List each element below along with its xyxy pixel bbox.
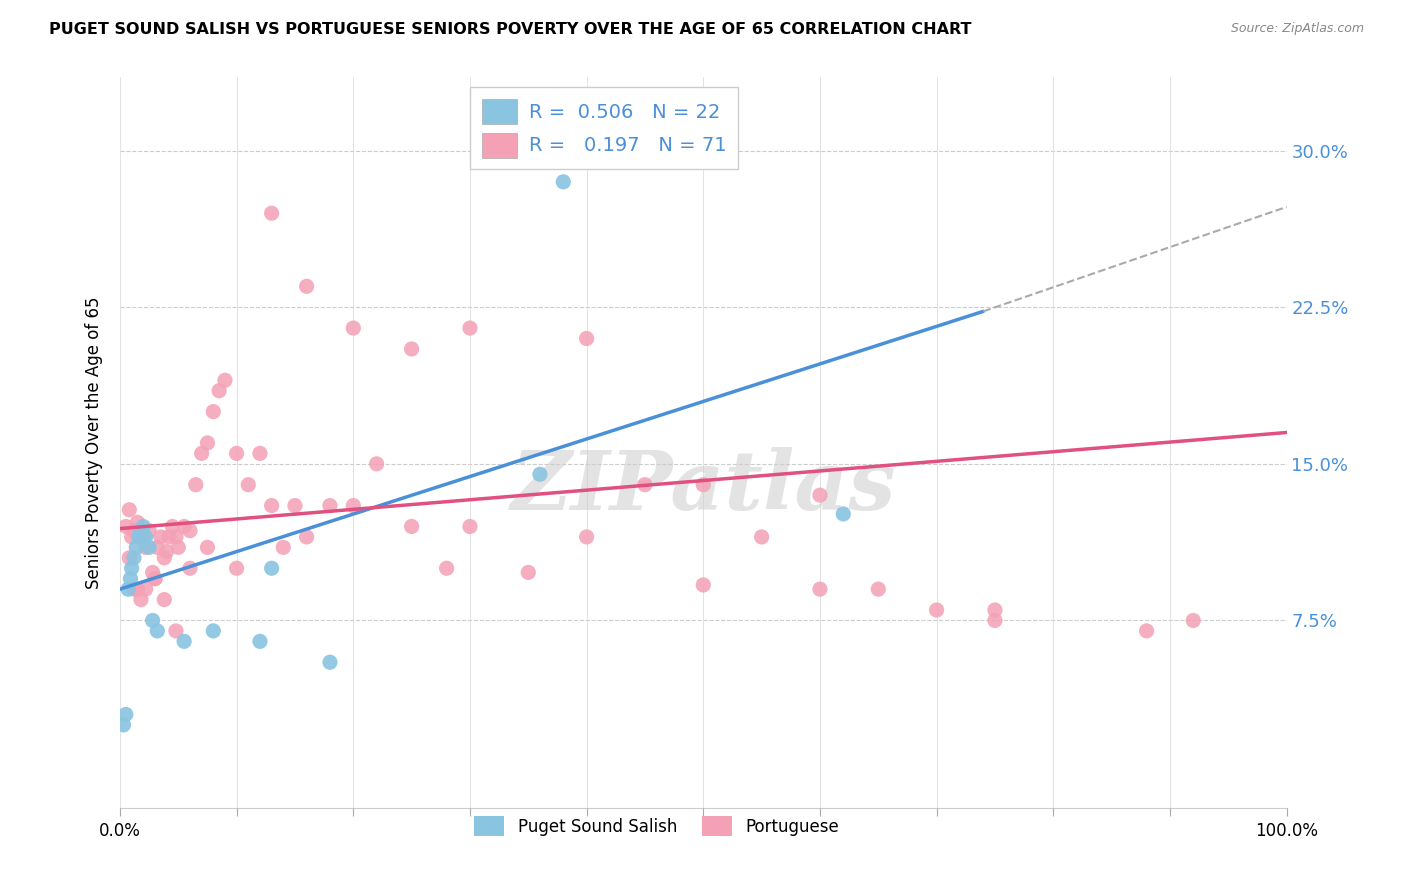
Point	[165, 624, 187, 638]
Point	[120, 572, 142, 586]
Point	[153, 550, 176, 565]
Point	[156, 544, 179, 558]
Point	[984, 614, 1007, 628]
Point	[122, 524, 145, 538]
Point	[129, 524, 152, 538]
Point	[146, 541, 169, 555]
Point	[112, 718, 135, 732]
Point	[197, 541, 219, 555]
Point	[832, 507, 855, 521]
Point	[1135, 624, 1157, 638]
Point	[401, 519, 423, 533]
Point	[122, 582, 145, 596]
Point	[143, 572, 166, 586]
Text: Source: ZipAtlas.com: Source: ZipAtlas.com	[1230, 22, 1364, 36]
Point	[143, 572, 166, 586]
Point	[342, 321, 364, 335]
Point	[208, 384, 231, 398]
Point	[260, 206, 283, 220]
Point	[118, 502, 141, 516]
Point	[225, 561, 247, 575]
Point	[868, 582, 890, 596]
Point	[984, 603, 1007, 617]
Point	[173, 634, 195, 648]
Point	[214, 373, 236, 387]
Point	[142, 614, 165, 628]
Point	[117, 582, 139, 596]
Point	[458, 519, 481, 533]
Point	[128, 530, 150, 544]
Point	[135, 582, 157, 596]
Point	[401, 342, 423, 356]
Point	[751, 530, 773, 544]
Point	[132, 530, 155, 544]
Point	[202, 624, 225, 638]
Point	[127, 516, 149, 530]
Point	[165, 530, 187, 544]
Text: ZIPatlas: ZIPatlas	[510, 447, 896, 527]
Point	[157, 530, 180, 544]
Point	[132, 519, 155, 533]
Point	[127, 582, 149, 596]
Point	[808, 488, 831, 502]
Point	[153, 592, 176, 607]
Point	[121, 530, 143, 544]
Point	[260, 561, 283, 575]
Point	[146, 624, 169, 638]
Point	[142, 566, 165, 580]
Point	[284, 499, 307, 513]
Point	[692, 477, 714, 491]
Point	[135, 541, 157, 555]
Point	[162, 519, 184, 533]
Point	[135, 530, 157, 544]
Point	[114, 519, 136, 533]
Point	[197, 436, 219, 450]
Point	[179, 561, 201, 575]
Point	[271, 541, 294, 555]
Point	[366, 457, 388, 471]
Point	[129, 524, 152, 538]
Point	[249, 446, 271, 460]
Point	[238, 477, 260, 491]
Y-axis label: Seniors Poverty Over the Age of 65: Seniors Poverty Over the Age of 65	[86, 297, 103, 590]
Point	[517, 566, 540, 580]
Point	[167, 541, 190, 555]
Point	[925, 603, 948, 617]
Point	[342, 499, 364, 513]
Point	[225, 446, 247, 460]
Point	[149, 530, 172, 544]
Point	[319, 499, 342, 513]
Point	[260, 499, 283, 513]
Point	[634, 477, 657, 491]
Point	[295, 530, 318, 544]
Point	[125, 541, 148, 555]
Point	[202, 404, 225, 418]
Point	[190, 446, 212, 460]
Point	[129, 592, 152, 607]
Point	[436, 561, 458, 575]
Text: PUGET SOUND SALISH VS PORTUGUESE SENIORS POVERTY OVER THE AGE OF 65 CORRELATION : PUGET SOUND SALISH VS PORTUGUESE SENIORS…	[49, 22, 972, 37]
Point	[184, 477, 207, 491]
Point	[295, 279, 318, 293]
Point	[692, 578, 714, 592]
Point	[319, 655, 342, 669]
Legend: Puget Sound Salish, Portuguese: Puget Sound Salish, Portuguese	[465, 808, 848, 844]
Point	[529, 467, 551, 482]
Point	[122, 550, 145, 565]
Point	[575, 331, 598, 345]
Point	[553, 175, 575, 189]
Point	[138, 524, 160, 538]
Point	[138, 541, 160, 555]
Point	[114, 707, 136, 722]
Point	[179, 524, 201, 538]
Point	[458, 321, 481, 335]
Point	[1182, 614, 1205, 628]
Point	[173, 519, 195, 533]
Point	[575, 530, 598, 544]
Point	[249, 634, 271, 648]
Point	[808, 582, 831, 596]
Point	[118, 550, 141, 565]
Point	[121, 561, 143, 575]
